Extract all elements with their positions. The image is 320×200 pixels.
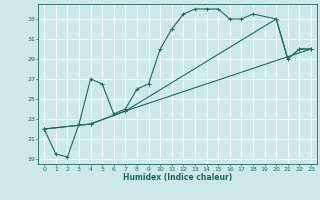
X-axis label: Humidex (Indice chaleur): Humidex (Indice chaleur) — [123, 173, 232, 182]
